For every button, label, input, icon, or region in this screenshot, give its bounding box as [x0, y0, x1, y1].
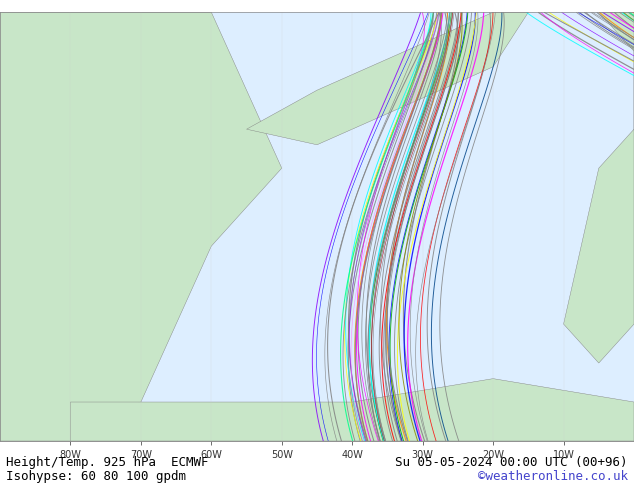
Text: Su 05-05-2024 00:00 UTC (00+96): Su 05-05-2024 00:00 UTC (00+96): [395, 456, 628, 469]
Polygon shape: [70, 379, 634, 441]
Text: Isohypse: 60 80 100 gpdm: Isohypse: 60 80 100 gpdm: [6, 469, 186, 483]
Text: ©weatheronline.co.uk: ©weatheronline.co.uk: [477, 469, 628, 483]
Polygon shape: [247, 12, 528, 145]
Polygon shape: [0, 12, 281, 441]
Polygon shape: [564, 12, 634, 363]
Text: Height/Temp. 925 hPa  ECMWF: Height/Temp. 925 hPa ECMWF: [6, 456, 209, 469]
